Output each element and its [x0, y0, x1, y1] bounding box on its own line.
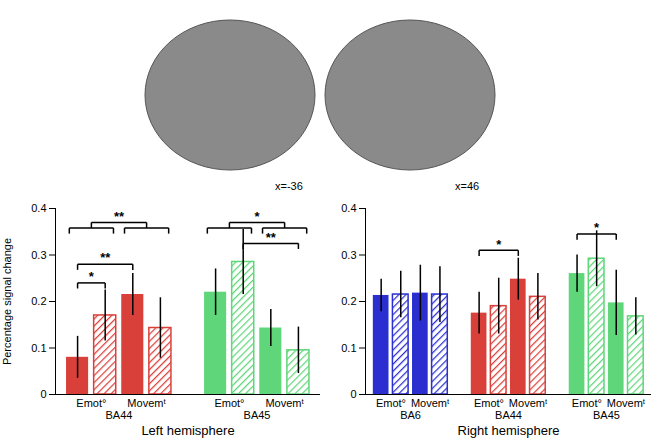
- svg-text:Movemᵗ: Movemᵗ: [411, 397, 450, 409]
- svg-text:0: 0: [350, 388, 356, 400]
- svg-text:Emot°: Emot°: [474, 397, 504, 409]
- svg-text:0.4: 0.4: [341, 202, 356, 214]
- svg-text:*: *: [254, 209, 260, 224]
- svg-text:BA6: BA6: [400, 409, 421, 421]
- svg-text:0.2: 0.2: [31, 295, 46, 307]
- svg-text:0.2: 0.2: [341, 295, 356, 307]
- svg-text:0.4: 0.4: [31, 202, 46, 214]
- svg-text:x=46: x=46: [455, 180, 479, 192]
- svg-text:BA44: BA44: [495, 409, 522, 421]
- svg-text:Emot°: Emot°: [214, 397, 244, 409]
- svg-text:BA45: BA45: [593, 409, 620, 421]
- svg-text:Emot°: Emot°: [76, 397, 106, 409]
- svg-text:**: **: [266, 230, 277, 245]
- svg-text:*: *: [496, 237, 502, 252]
- svg-text:*: *: [594, 220, 600, 235]
- svg-text:0.3: 0.3: [341, 249, 356, 261]
- svg-text:0: 0: [40, 388, 46, 400]
- svg-text:0.1: 0.1: [31, 342, 46, 354]
- svg-text:0.1: 0.1: [341, 342, 356, 354]
- svg-text:Movemᵗ: Movemᵗ: [265, 397, 304, 409]
- svg-text:Emot°: Emot°: [572, 397, 602, 409]
- svg-text:**: **: [114, 209, 125, 224]
- svg-text:Emot°: Emot°: [376, 397, 406, 409]
- svg-text:**: **: [100, 250, 111, 265]
- svg-text:0.3: 0.3: [31, 249, 46, 261]
- svg-text:*: *: [89, 269, 95, 284]
- svg-text:Right hemisphere: Right hemisphere: [458, 423, 560, 438]
- svg-text:BA44: BA44: [106, 409, 133, 421]
- svg-text:Percentage signal change: Percentage signal change: [1, 238, 13, 365]
- svg-text:Left hemisphere: Left hemisphere: [141, 423, 234, 438]
- svg-text:Movemᵗ: Movemᵗ: [509, 397, 548, 409]
- svg-text:BA45: BA45: [244, 409, 271, 421]
- svg-text:Movemᵗ: Movemᵗ: [607, 397, 646, 409]
- svg-text:Movemᵗ: Movemᵗ: [127, 397, 166, 409]
- svg-text:x=-36: x=-36: [275, 180, 303, 192]
